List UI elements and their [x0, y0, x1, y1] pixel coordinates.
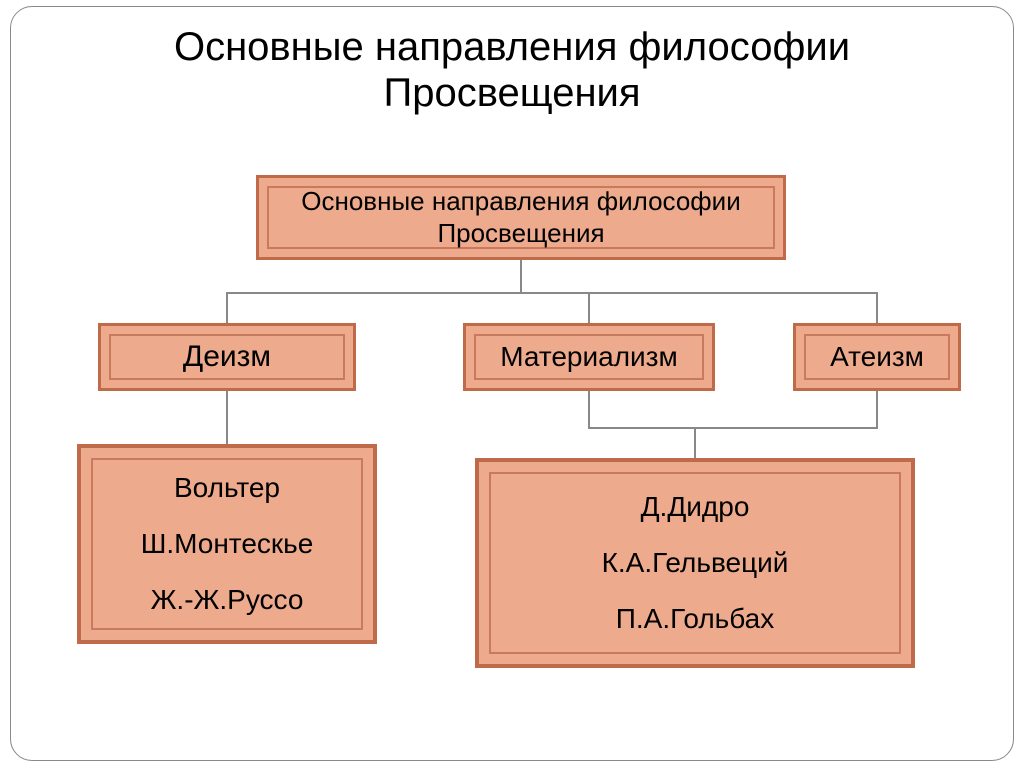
node-deism-inner: Деизм [109, 334, 345, 380]
connector-segment [876, 391, 878, 428]
connector-segment [520, 260, 522, 293]
node-materialism-label: Материализм [500, 340, 678, 374]
connector-segment [694, 428, 696, 458]
connector-segment [694, 427, 878, 429]
connector-segment [876, 293, 878, 323]
node-atheism-inner: Атеизм [804, 334, 950, 380]
connector-segment [226, 420, 228, 444]
node-materialism_people: Д.Дидро К.А.Гельвеций П.А.Гольбах [475, 458, 915, 668]
node-root: Основные направления философии Просвещен… [256, 175, 786, 260]
node-deism_people: Вольтер Ш.Монтескье Ж.-Ж.Руссо [77, 444, 377, 644]
connector-segment [226, 293, 228, 323]
connector-segment [588, 427, 696, 429]
node-materialism_people-inner: Д.Дидро К.А.Гельвеций П.А.Гольбах [489, 472, 901, 654]
node-deism_people-label: Вольтер Ш.Монтескье Ж.-Ж.Руссо [141, 460, 314, 628]
node-root-inner: Основные направления философии Просвещен… [267, 186, 775, 249]
node-deism_people-inner: Вольтер Ш.Монтескье Ж.-Ж.Руссо [91, 458, 363, 630]
page-title: Основные направления философии Просвещен… [62, 24, 962, 116]
node-atheism: Атеизм [793, 323, 961, 391]
connector-segment [588, 293, 590, 323]
node-root-label: Основные направления философии Просвещен… [301, 186, 740, 248]
connector-segment [226, 391, 228, 420]
node-materialism_people-label: Д.Дидро К.А.Гельвеций П.А.Гольбах [602, 479, 789, 647]
node-deism-label: Деизм [183, 339, 271, 375]
node-atheism-label: Атеизм [830, 340, 924, 374]
connector-segment [588, 391, 590, 428]
node-materialism: Материализм [463, 323, 715, 391]
node-deism: Деизм [98, 323, 356, 391]
node-materialism-inner: Материализм [474, 334, 704, 380]
connector-segment [226, 292, 878, 294]
